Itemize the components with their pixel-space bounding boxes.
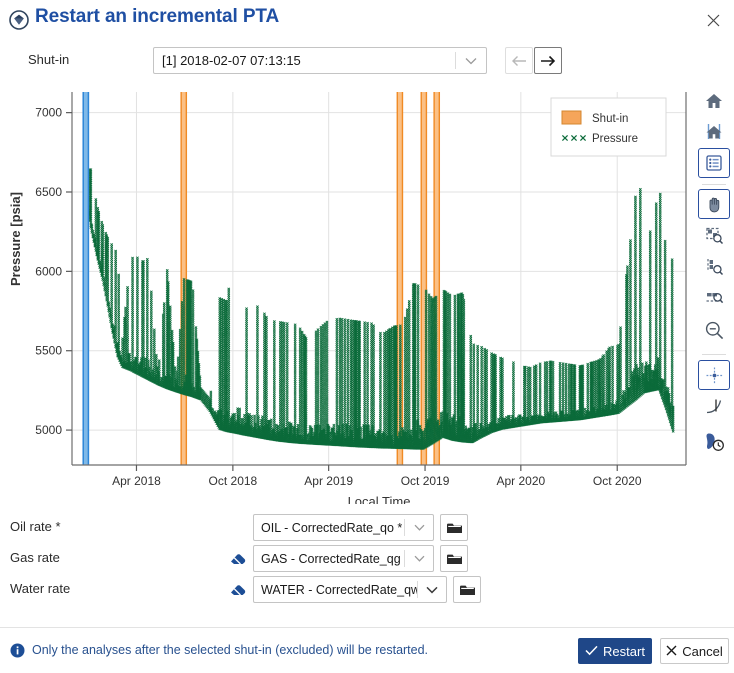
water-rate-eraser-icon[interactable] [228, 581, 248, 601]
water-rate-select[interactable]: WATER - CorrectedRate_qw * [253, 576, 447, 603]
svg-text:Apr 2018: Apr 2018 [112, 474, 161, 488]
diamond-gem-icon [8, 9, 30, 31]
water-rate-value: WATER - CorrectedRate_qw * [254, 583, 417, 597]
page-title: Restart an incremental PTA [35, 6, 279, 28]
dialog-titlebar: Restart an incremental PTA [0, 0, 734, 40]
chevron-down-icon[interactable] [418, 586, 446, 594]
home-reset-icon[interactable] [698, 117, 730, 147]
gas-rate-value: GAS - CorrectedRate_qg * [254, 552, 404, 566]
svg-text:Oct 2019: Oct 2019 [401, 474, 450, 488]
footer-info-message: Only the analyses after the selected shu… [32, 643, 428, 657]
next-shutin-button[interactable] [534, 47, 562, 74]
chevron-down-icon[interactable] [405, 555, 433, 562]
oil-rate-select[interactable]: OIL - CorrectedRate_qo * [253, 514, 434, 541]
legend-list-icon[interactable] [698, 148, 730, 178]
svg-text:6500: 6500 [35, 185, 62, 199]
footer-divider [0, 627, 734, 628]
water-rate-label: Water rate [10, 581, 70, 596]
shutin-select[interactable]: [1] 2018-02-07 07:13:15 [153, 47, 487, 74]
water-rate-browse-button[interactable] [453, 576, 481, 603]
zoom-horizontal-icon[interactable] [698, 282, 730, 312]
oil-rate-label: Oil rate * [10, 519, 61, 534]
gas-rate-select[interactable]: GAS - CorrectedRate_qg * [253, 545, 434, 572]
svg-text:Shut-in: Shut-in [592, 113, 628, 125]
gas-rate-eraser-icon[interactable] [228, 550, 248, 570]
check-icon [585, 644, 598, 659]
svg-text:Apr 2019: Apr 2019 [304, 474, 353, 488]
toolbar-divider [702, 354, 726, 355]
svg-text:5500: 5500 [35, 344, 62, 358]
oil-rate-browse-button[interactable] [440, 514, 468, 541]
pressure-chart[interactable]: Pressure [psia] 5000 5500 6000 6500 7000 Apr … [0, 86, 694, 504]
svg-text:Apr 2020: Apr 2020 [496, 474, 545, 488]
svg-text:5000: 5000 [35, 423, 62, 437]
chevron-down-icon[interactable] [405, 524, 433, 531]
gas-rate-label: Gas rate [10, 550, 60, 565]
chevron-down-icon[interactable] [456, 57, 486, 65]
svg-text:Local Time: Local Time [348, 494, 411, 504]
restart-button-label: Restart [603, 644, 645, 659]
restart-button[interactable]: Restart [578, 638, 652, 664]
toolbar-divider [702, 184, 726, 185]
svg-text:Oct 2018: Oct 2018 [209, 474, 258, 488]
zoom-out-icon[interactable] [698, 315, 730, 345]
zoom-box-icon[interactable] [698, 220, 730, 250]
svg-text:Pressure: Pressure [592, 133, 638, 145]
chart-toolbar [698, 86, 732, 456]
home-icon[interactable] [698, 86, 730, 116]
history-clock-icon[interactable] [698, 426, 730, 456]
svg-text:Oct 2020: Oct 2020 [593, 474, 642, 488]
svg-text:6000: 6000 [35, 264, 62, 278]
info-icon [10, 643, 25, 658]
svg-text:7000: 7000 [35, 106, 62, 120]
close-icon [666, 644, 677, 659]
zoom-vertical-icon[interactable] [698, 251, 730, 281]
cancel-button-label: Cancel [682, 644, 722, 659]
close-icon[interactable] [700, 8, 726, 32]
pan-hand-icon[interactable] [698, 189, 730, 219]
shutin-label: Shut-in [28, 52, 69, 67]
shutin-selected-value: [1] 2018-02-07 07:13:15 [154, 53, 455, 68]
cancel-button[interactable]: Cancel [660, 638, 729, 664]
prev-shutin-button[interactable] [505, 47, 533, 74]
crosshair-icon[interactable] [698, 360, 730, 390]
chart-plot-area[interactable]: 5000 5500 6000 6500 7000 Apr 2018 Oct 2018 Apr … [0, 86, 694, 504]
gas-rate-browse-button[interactable] [440, 545, 468, 572]
oil-rate-value: OIL - CorrectedRate_qo * [254, 521, 404, 535]
tangent-icon[interactable] [698, 391, 730, 421]
